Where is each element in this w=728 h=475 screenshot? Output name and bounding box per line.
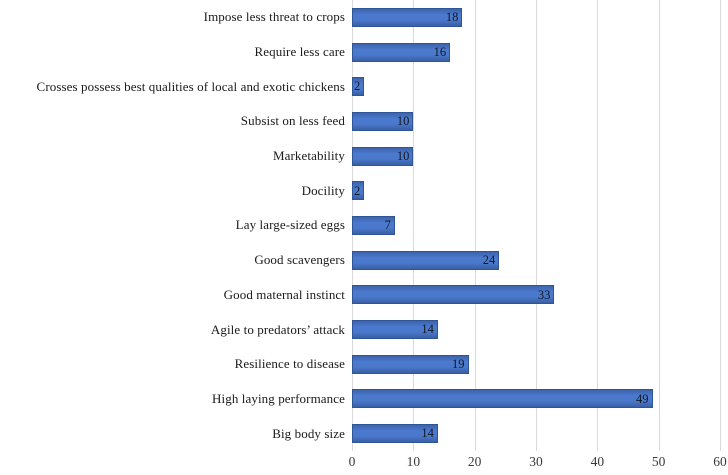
x-axis-tick-label: 30	[529, 454, 543, 469]
category-label: Crosses possess best qualities of local …	[36, 78, 345, 94]
bar-value-label: 14	[421, 426, 434, 441]
x-axis-tick-label: 40	[590, 454, 605, 469]
bar-value-label: 49	[636, 391, 649, 406]
bar: 49	[352, 389, 653, 409]
bar-value-label: 33	[537, 287, 551, 302]
bar: 10	[352, 146, 414, 166]
category-label: Good maternal instinct	[223, 286, 345, 302]
bar-value-label: 2	[354, 183, 361, 198]
bar: 2	[352, 181, 365, 201]
x-axis-tick-label: 10	[406, 454, 421, 469]
bar-value-label: 7	[384, 218, 391, 233]
bar: 14	[352, 424, 438, 444]
bar-value-label: 10	[396, 148, 410, 163]
category-label: Good scavengers	[254, 252, 345, 268]
bar: 14	[352, 320, 438, 340]
bar-value-label: 18	[445, 10, 459, 25]
category-label: Docility	[301, 182, 345, 198]
bar-value-label: 10	[396, 114, 410, 129]
category-label: High laying performance	[212, 390, 345, 406]
category-label: Agile to predators’ attack	[210, 321, 345, 337]
category-label: Subsist on less feed	[240, 113, 345, 129]
x-axis-tick-label: 20	[467, 454, 482, 469]
bar-value-label: 19	[452, 357, 465, 372]
bar: 2	[352, 77, 365, 97]
bar: 18	[352, 7, 463, 27]
bar-value-label: 16	[433, 44, 447, 59]
bar-value-label: 24	[482, 252, 496, 267]
gridline	[474, 0, 476, 451]
bar: 7	[352, 216, 395, 235]
gridline	[658, 0, 660, 451]
bar: 10	[352, 111, 414, 131]
bar: 16	[352, 42, 451, 62]
gridline	[413, 0, 415, 451]
gridline	[597, 0, 599, 451]
bar: 33	[352, 285, 555, 305]
gridline	[536, 0, 537, 451]
bar: 24	[352, 250, 500, 270]
gridline	[720, 0, 721, 451]
category-label: Marketability	[272, 148, 345, 164]
bar: 19	[352, 354, 469, 374]
category-label: Big body size	[272, 425, 345, 441]
x-axis-tick-label: 0	[348, 454, 356, 469]
bar-value-label: 2	[354, 79, 361, 94]
category-label: Require less care	[254, 44, 345, 60]
x-axis-tick-label: 60	[713, 454, 727, 469]
category-label: Resilience to disease	[234, 356, 345, 372]
category-label: Impose less threat to crops	[203, 9, 345, 25]
bar-value-label: 14	[421, 322, 434, 337]
x-axis-tick-label: 50	[651, 454, 666, 469]
category-label: Lay large-sized eggs	[235, 217, 345, 233]
